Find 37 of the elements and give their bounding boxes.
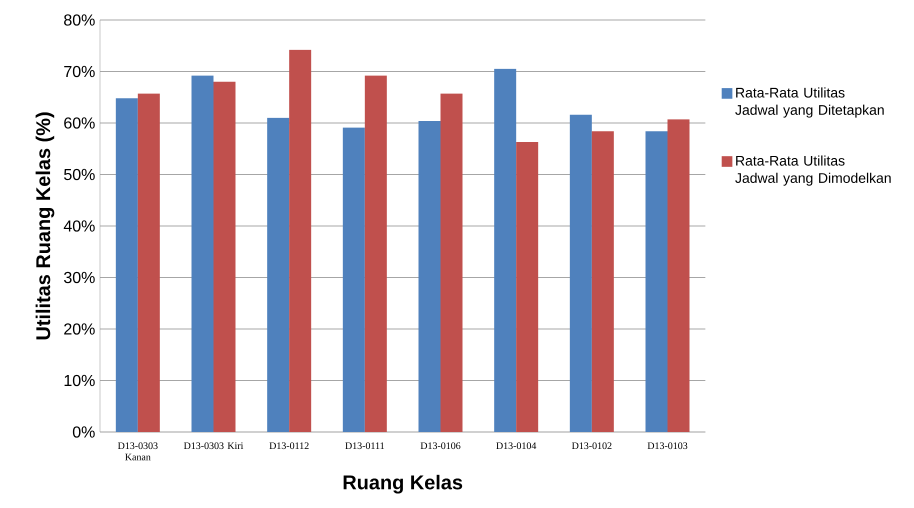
bar	[214, 82, 236, 432]
y-tick-label: 70%	[64, 66, 95, 78]
y-tick-label: 30%	[64, 272, 95, 284]
y-tick-label: 10%	[64, 374, 95, 386]
y-tick-label: 80%	[64, 14, 95, 26]
bar	[570, 114, 592, 432]
bar	[192, 76, 214, 432]
bar	[267, 118, 290, 432]
x-tick-label: D13-0104	[496, 442, 536, 450]
bar	[116, 98, 138, 432]
y-axis-title: Utilitas Ruang Kelas (%)	[36, 112, 54, 340]
bar	[138, 94, 160, 432]
y-tick-label: 20%	[64, 323, 95, 335]
bar	[646, 131, 668, 432]
bar	[418, 120, 441, 432]
x-tick-label: D13-0102	[572, 442, 612, 450]
x-tick-label: D13-0112	[269, 442, 309, 450]
x-tick-label: D13-0303 Kanan	[118, 442, 158, 460]
y-tick-label: 40%	[64, 220, 95, 232]
bar	[440, 94, 463, 432]
bar	[516, 142, 538, 432]
y-tick-label: 0%	[72, 426, 95, 438]
legend-label: Rata-Rata Utilitas Jadwal yang Ditetapkan	[735, 87, 884, 118]
bar	[668, 119, 690, 432]
bar	[289, 50, 312, 432]
x-tick-label: D13-0106	[420, 442, 460, 450]
bar	[364, 76, 387, 432]
y-tick-label: 60%	[64, 117, 95, 129]
y-tick-label: 50%	[64, 168, 95, 180]
x-tick-label: D13-0111	[345, 442, 384, 450]
x-tick-label: D13-0303 Kiri	[184, 442, 244, 450]
bar	[494, 68, 516, 432]
legend-label: Rata-Rata Utilitas Jadwal yang Dimodelkan	[735, 155, 891, 186]
x-tick-label: D13-0103	[648, 442, 688, 450]
bar	[592, 131, 614, 432]
bar	[342, 128, 365, 432]
x-axis-title: Ruang Kelas	[344, 474, 462, 494]
